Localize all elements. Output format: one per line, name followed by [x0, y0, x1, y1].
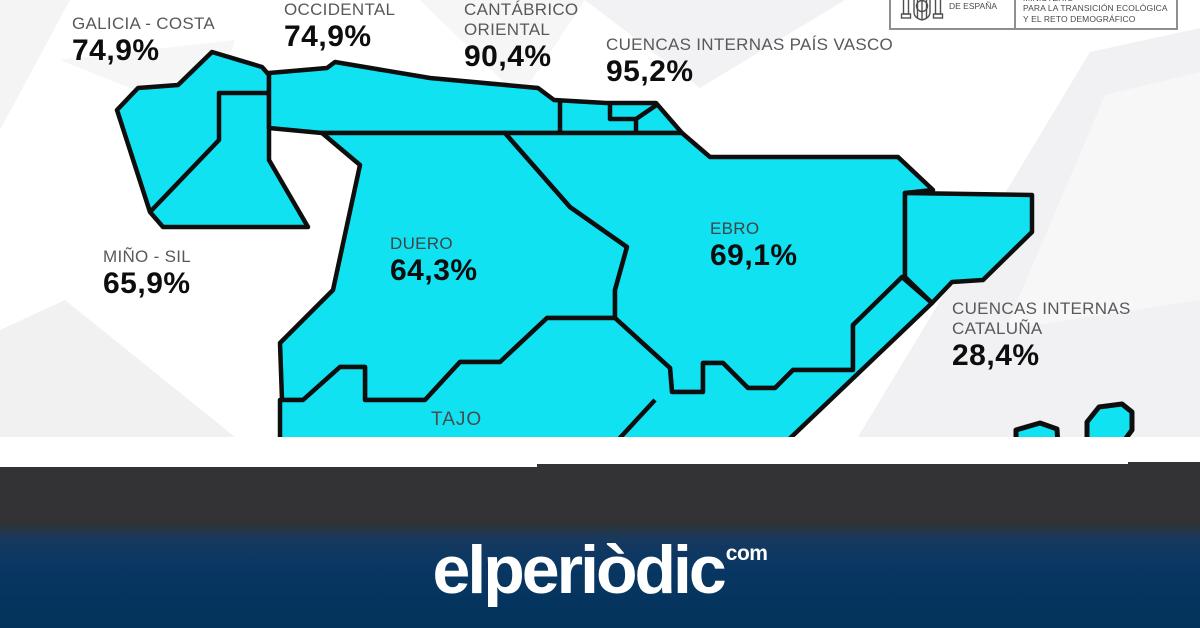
label-mino-sil: MIÑO - SIL 65,9%: [103, 247, 191, 300]
footer-navy-bar: [0, 522, 1200, 628]
region-value: 28,4%: [952, 339, 1040, 372]
region-value: 95,2%: [606, 55, 694, 88]
label-occidental: OCCIDENTAL 74,9%: [284, 0, 395, 53]
region-name: CUENCAS INTERNAS: [952, 299, 1131, 318]
region-occidental: [266, 59, 685, 136]
region-galicia-mino: [114, 49, 311, 230]
island-mallorca: [1084, 401, 1135, 437]
ministry-line: PARA LA TRANSICIÓN ECOLÓGICA: [1023, 3, 1168, 13]
region-group: [114, 49, 1135, 437]
footer-dark-bar: [0, 467, 1200, 524]
ministry-line: MINISTERIO: [1023, 0, 1170, 3]
region-name: ORIENTAL: [464, 20, 551, 39]
region-name: GALICIA - COSTA: [72, 14, 216, 33]
label-pais-vasco: CUENCAS INTERNAS PAÍS VASCO 95,2%: [606, 35, 893, 88]
region-name: DUERO: [390, 234, 453, 253]
region-name: TAJO: [431, 409, 483, 430]
footer-dark-bar-step-right: [1128, 462, 1200, 468]
ministry-text-cell: MINISTERIO PARA LA TRANSICIÓN ECOLÓGICA …: [1016, 0, 1176, 28]
ministry-logo-box: GOBIERNO DE ESPAÑA MINISTERIO PARA LA TR…: [889, 0, 1178, 30]
region-value: 65,9%: [103, 267, 191, 300]
brand-logo: elperiòdic com: [0, 532, 1200, 608]
region-value: 74,9%: [72, 34, 160, 67]
region-name: MIÑO - SIL: [103, 247, 192, 266]
ministry-gobierno-text: GOBIERNO DE ESPAÑA: [949, 0, 998, 11]
region-value: 90,4%: [464, 40, 552, 73]
brand-wordmark: elperiòdic: [432, 532, 727, 608]
label-cantabrico-oriental: CANTÁBRICO ORIENTAL 90,4%: [464, 0, 578, 73]
region-name: CUENCAS INTERNAS PAÍS VASCO: [606, 35, 894, 54]
label-tajo: TAJO: [431, 410, 482, 430]
island-fragment: [1013, 420, 1061, 437]
region-name: OCCIDENTAL: [284, 0, 396, 19]
border-tajo-jucar: [617, 398, 657, 437]
spain-coat-of-arms-icon: [900, 0, 944, 21]
ministry-emblem-cell: GOBIERNO DE ESPAÑA: [891, 0, 1016, 28]
spain-basins-map: [0, 0, 1200, 437]
label-galicia-costa: GALICIA - COSTA 74,9%: [72, 14, 215, 67]
border-pais-vasco: [607, 102, 660, 133]
label-ebro: EBRO 69,1%: [710, 219, 798, 272]
region-value: 74,9%: [284, 20, 372, 53]
label-duero: DUERO 64,3%: [390, 234, 478, 287]
region-name: CATALUÑA: [952, 319, 1043, 338]
internal-borders: [148, 90, 660, 437]
label-cataluna: CUENCAS INTERNAS CATALUÑA 28,4%: [952, 299, 1131, 372]
region-value: 64,3%: [390, 254, 478, 287]
region-value: 69,1%: [710, 239, 798, 272]
region-name: CANTÁBRICO: [464, 0, 579, 19]
border-galicia-mino: [148, 90, 269, 214]
brand-tld: com: [725, 542, 768, 565]
ministry-line: Y EL RETO DEMOGRÁFICO: [1023, 13, 1136, 24]
region-name: EBRO: [710, 219, 760, 238]
region-tajo-south: [277, 274, 935, 437]
